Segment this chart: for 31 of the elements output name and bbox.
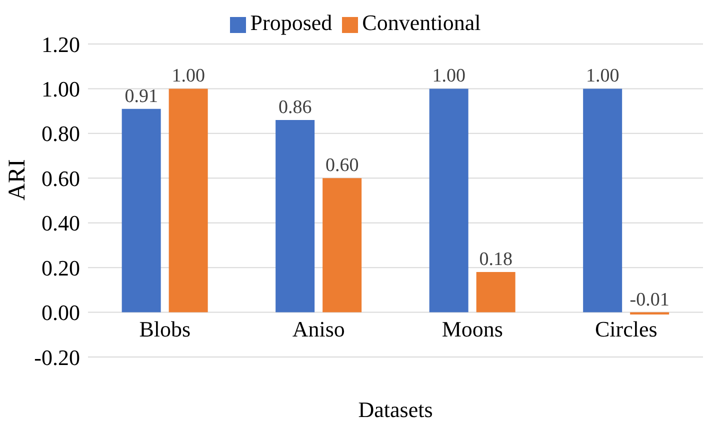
bar bbox=[276, 120, 315, 312]
data-label: 0.86 bbox=[278, 97, 312, 118]
y-tick-label: -0.20 bbox=[34, 344, 80, 370]
data-label: 1.00 bbox=[172, 66, 205, 87]
x-axis-title: Datasets bbox=[358, 397, 433, 422]
y-tick-label: 0.00 bbox=[42, 300, 80, 326]
x-tick-label: Aniso bbox=[292, 316, 345, 342]
legend-label: Conventional bbox=[362, 10, 481, 35]
data-label: 0.60 bbox=[325, 155, 359, 176]
y-tick-label: 1.00 bbox=[42, 76, 80, 102]
y-tick-label: 0.40 bbox=[42, 210, 80, 236]
data-label: 1.00 bbox=[432, 66, 466, 87]
y-tick-label: 0.20 bbox=[42, 255, 80, 280]
x-tick-label: Circles bbox=[594, 316, 658, 342]
y-tick-label: 0.80 bbox=[42, 121, 80, 146]
data-label: 1.00 bbox=[586, 66, 620, 87]
bar bbox=[476, 272, 516, 312]
bar bbox=[322, 178, 362, 312]
y-axis-title: ARI bbox=[4, 159, 31, 200]
x-tick-label: Moons bbox=[442, 316, 503, 342]
bar bbox=[429, 88, 468, 312]
data-label: -0.01 bbox=[630, 289, 670, 310]
data-label: 0.18 bbox=[479, 249, 512, 270]
bar bbox=[122, 108, 161, 312]
bar bbox=[168, 88, 208, 312]
legend-label: Proposed bbox=[250, 10, 332, 35]
x-tick-label: Blobs bbox=[139, 316, 191, 342]
y-tick-label: 1.20 bbox=[42, 32, 80, 57]
y-tick-label: 0.60 bbox=[42, 166, 80, 191]
bar bbox=[583, 88, 622, 312]
data-label: 0.91 bbox=[124, 86, 158, 107]
